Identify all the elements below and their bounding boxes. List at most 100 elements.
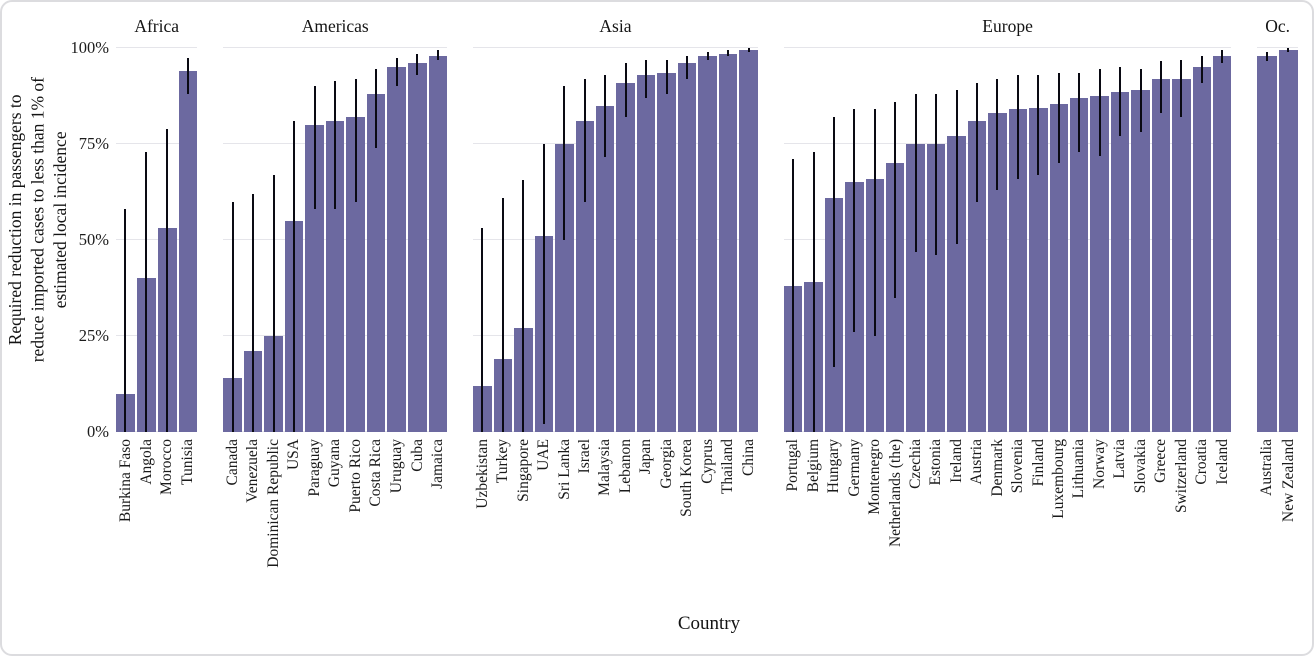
country-label-canada: Canada	[223, 439, 241, 486]
bar-slot-cyprus	[698, 48, 717, 432]
country-label-slot: Finland	[1029, 439, 1047, 611]
bar-slot-czechia	[906, 48, 925, 432]
bar-slot-latvia	[1110, 48, 1130, 432]
facet-panel-americas: Americas Canada Venezuela Dominican Republi…	[223, 10, 448, 611]
facet-panel-africa: Africa Burkina Faso Angola Morocco Tunisia	[116, 10, 198, 611]
figure-body: Required reduction in passengers to redu…	[5, 10, 1302, 652]
country-label-slot: Jamaica	[429, 439, 448, 611]
error-bar-sri-lanka	[563, 86, 566, 240]
error-bar-latvia	[1119, 67, 1122, 137]
bar-slot-new-zealand	[1278, 48, 1298, 432]
country-label-slot: Turkey	[494, 439, 512, 611]
error-bar-belgium	[812, 151, 815, 432]
bar-slot-georgia	[657, 48, 676, 432]
error-bar-costa-rica	[375, 69, 378, 148]
country-label-china: China	[739, 439, 757, 477]
bar-slot-uruguay	[387, 48, 406, 432]
bar-slot-guyana	[325, 48, 345, 432]
country-label-slot: Morocco	[158, 439, 177, 611]
country-label-tunisia: Tunisia	[179, 439, 197, 485]
bar-thailand	[718, 53, 738, 432]
bar-slot-estonia	[926, 48, 946, 432]
country-label-slot: Netherlands (the)	[886, 439, 904, 611]
country-label-south-korea: South Korea	[678, 439, 696, 517]
bar-slot-finland	[1029, 48, 1048, 432]
error-bar-israel	[583, 78, 586, 202]
bar-slot-thailand	[718, 48, 738, 432]
error-bar-croatia	[1200, 55, 1203, 83]
error-bar-lithuania	[1078, 72, 1081, 152]
bar-slot-sri-lanka	[555, 48, 574, 432]
bar-slot-costa-rica	[366, 48, 386, 432]
bar-lithuania	[1069, 97, 1089, 432]
error-bar-japan	[645, 59, 648, 98]
country-label-slot: Dominican Republic	[264, 439, 283, 611]
country-label-finland: Finland	[1029, 439, 1047, 487]
gridline-75	[1257, 143, 1298, 144]
error-bar-canada	[231, 201, 234, 432]
bar-israel	[575, 120, 594, 432]
bar-slot-ireland	[947, 48, 966, 432]
gridline-75	[473, 143, 758, 144]
bar-slot-usa	[284, 48, 304, 432]
country-label-slot: Uruguay	[387, 439, 406, 611]
bar-slot-australia	[1257, 48, 1277, 432]
bars-group	[783, 48, 1232, 432]
bar-slot-paraguay	[305, 48, 324, 432]
country-label-paraguay: Paraguay	[305, 439, 323, 497]
country-label-slot: Guyana	[326, 439, 345, 611]
bar-luxembourg	[1049, 103, 1068, 432]
bar-slot-cuba	[408, 48, 427, 432]
facet-plot-area	[116, 47, 198, 432]
y-tick-label: 100%	[70, 38, 110, 57]
error-bar-south-korea	[686, 55, 689, 79]
bar-iceland	[1213, 55, 1232, 432]
country-label-switzerland: Switzerland	[1172, 439, 1190, 514]
bar-slot-japan	[636, 48, 656, 432]
country-label-slot: Slovenia	[1009, 439, 1027, 611]
bar-norway	[1090, 96, 1109, 432]
bar-new-zealand	[1278, 49, 1298, 432]
bar-sri-lanka	[555, 144, 574, 432]
bar-slot-portugal	[783, 48, 803, 432]
country-label-slot: Switzerland	[1172, 439, 1190, 611]
bar-slot-lebanon	[616, 48, 635, 432]
error-bar-estonia	[935, 94, 938, 256]
bar-slot-uae	[534, 48, 554, 432]
y-axis-title-line: reduce imported cases to less than 1% of	[27, 77, 48, 363]
bar-puerto-rico	[346, 117, 365, 432]
x-axis-title: Country	[677, 613, 741, 634]
error-bar-angola	[145, 151, 148, 432]
error-bar-slovenia	[1016, 74, 1019, 179]
error-bar-turkey	[501, 197, 504, 432]
y-axis-title: Required reduction in passengers to redu…	[5, 10, 70, 430]
bar-czechia	[906, 144, 925, 432]
country-label-slot: Japan	[637, 439, 655, 611]
error-bar-burkina-faso	[124, 209, 127, 432]
bar-switzerland	[1172, 78, 1191, 432]
country-label-cuba: Cuba	[408, 439, 426, 472]
gridline-25	[473, 335, 758, 336]
country-label-slot: USA	[285, 439, 304, 611]
bar-finland	[1029, 107, 1048, 432]
bar-malaysia	[596, 105, 615, 432]
error-bar-austria	[976, 82, 978, 202]
country-label-puerto-rico: Puerto Rico	[346, 439, 364, 513]
error-bar-montenegro	[873, 109, 876, 336]
country-label-slot: Estonia	[927, 439, 945, 611]
country-label-slot: Germany	[845, 439, 863, 611]
bars-group	[1257, 48, 1298, 432]
country-label-slot: Costa Rica	[367, 439, 386, 611]
error-bar-usa	[293, 120, 296, 432]
bar-cuba	[408, 63, 427, 432]
gridline-0	[1257, 431, 1298, 432]
facet-panel-asia: Asia Uzbekistan Turkey Singapore UAE Sri Lank…	[473, 10, 758, 611]
y-axis-title-line: Required reduction in passengers to	[5, 94, 26, 346]
bar-slot-belgium	[804, 48, 823, 432]
country-label-slot: China	[739, 439, 757, 611]
bar-slot-malaysia	[596, 48, 615, 432]
facet-plot-area	[1257, 47, 1298, 432]
country-label-iceland: Iceland	[1213, 439, 1231, 485]
bar-slot-angola	[136, 48, 156, 432]
